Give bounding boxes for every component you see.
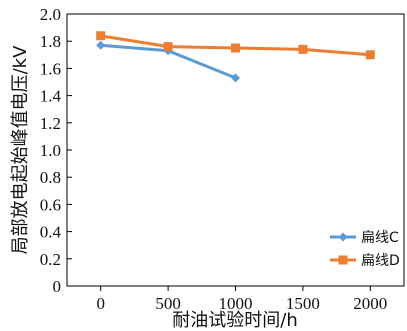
x-tick-label: 0: [96, 294, 105, 313]
data-point: [231, 43, 240, 53]
x-tick-label: 1500: [286, 294, 320, 313]
series-d: [96, 31, 375, 60]
y-axis-title: 局部放电起始峰值电压/kV: [10, 45, 31, 254]
y-tick-label: 0.4: [40, 223, 62, 242]
y-tick-label: 1.0: [40, 141, 61, 160]
data-point: [298, 44, 308, 54]
x-axis: 0 500 1000 1500 2000: [96, 286, 387, 313]
x-tick-label: 1000: [219, 294, 253, 313]
y-tick-label: 0.6: [40, 195, 61, 214]
x-axis-title: 耐油试验时间/h: [172, 310, 297, 331]
y-axis: 0 0.2 0.4 0.6 0.8 1.0 1.2 1.4 1.6 1.8 2.0: [40, 5, 72, 296]
y-tick-label: 2.0: [40, 5, 61, 24]
y-tick-label: 1.8: [40, 32, 61, 51]
y-tick-label: 1.2: [40, 114, 61, 133]
legend: 扁线C 扁线D: [330, 230, 400, 269]
data-point: [231, 73, 240, 83]
y-tick-label: 0.8: [40, 168, 61, 187]
data-point: [365, 50, 375, 60]
data-point: [96, 31, 106, 41]
legend-marker: [338, 255, 348, 265]
series-layer: [96, 31, 375, 83]
y-tick-label: 0: [53, 277, 62, 296]
data-point: [163, 42, 173, 52]
y-tick-label: 1.6: [40, 59, 61, 78]
legend-marker: [338, 232, 348, 242]
data-point: [96, 40, 106, 50]
legend-label: 扁线D: [361, 253, 400, 269]
x-tick-label: 2000: [353, 294, 387, 313]
y-tick-label: 0.2: [40, 250, 61, 269]
y-tick-label: 1.4: [40, 87, 62, 106]
legend-label: 扁线C: [361, 230, 399, 246]
x-tick-label: 500: [155, 294, 181, 313]
